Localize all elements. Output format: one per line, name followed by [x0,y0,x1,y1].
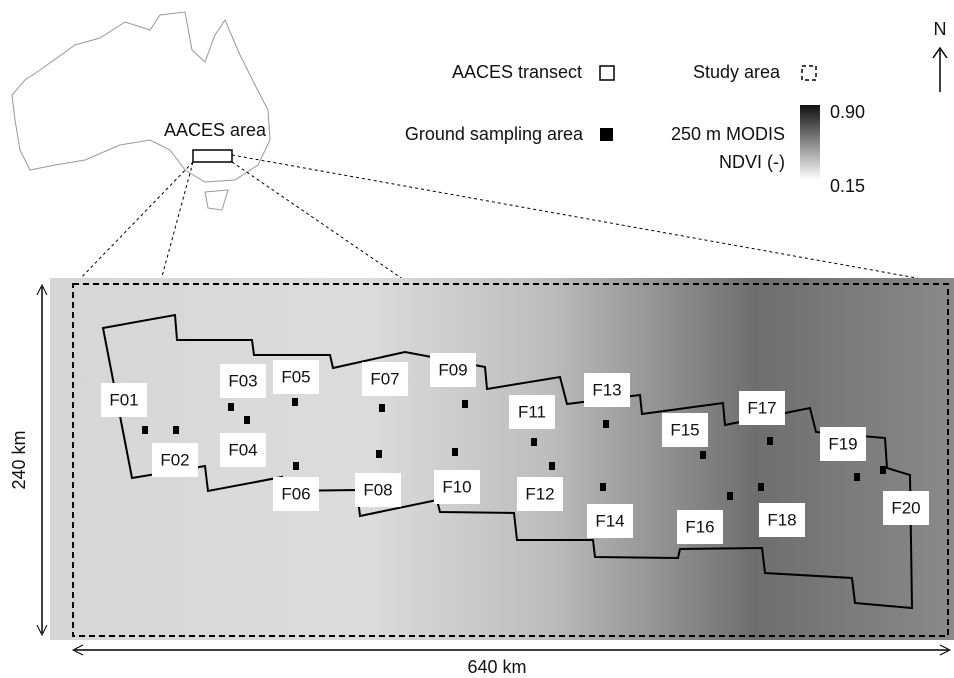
colorbar [800,105,820,180]
colorbar-max: 0.90 [830,102,865,122]
ground-sampling-site [758,483,764,491]
focus-area-label: F07 [370,369,399,388]
ground-sampling-site [549,462,555,470]
ground-sampling-site [603,420,609,428]
focus-area-label: F20 [891,498,920,517]
legend-ground-swatch [600,128,613,141]
scale-height-label: 240 km [9,430,29,489]
ground-sampling-site [376,450,382,458]
ground-sampling-site [531,438,537,446]
focus-area-label: F01 [109,390,138,409]
focus-area-label: F13 [592,380,621,399]
focus-area-label: F03 [228,371,257,390]
legend-transect-swatch [600,66,614,80]
ground-sampling-site [700,451,706,459]
focus-area-label: F06 [281,484,310,503]
figure: AACES area AACES transect Study area Gro… [0,0,954,678]
legend-transect: AACES transect [452,62,582,82]
legend-study-area-swatch [802,66,816,80]
scale-width-label: 640 km [467,657,526,677]
tasmania-outline [205,190,228,210]
inset-label: AACES area [164,120,267,140]
focus-area-label: F16 [685,517,714,536]
north-label: N [934,19,947,39]
focus-area-label: F18 [767,510,796,529]
colorbar-title: NDVI (-) [719,152,785,172]
ground-sampling-site [727,492,733,500]
focus-area-label: F12 [525,484,554,503]
focus-area-label: F19 [828,434,857,453]
legend-study-area: Study area [693,62,781,82]
ground-sampling-site [293,462,299,470]
focus-area-label: F11 [518,402,546,421]
ground-sampling-site [854,473,860,481]
focus-area-label: F08 [363,480,392,499]
focus-area-label: F14 [595,511,624,530]
ground-sampling-site [173,426,179,434]
ground-sampling-site [880,466,886,474]
ground-sampling-site [142,426,148,434]
ground-sampling-site [379,404,385,412]
ground-sampling-site [767,437,773,445]
focus-area-label: F02 [160,450,189,469]
ground-sampling-site [600,483,606,491]
ground-sampling-site [292,398,298,406]
focus-area-label: F17 [747,398,776,417]
focus-area-label: F05 [281,367,310,386]
ground-sampling-site [228,403,234,411]
legend-ground-sampling: Ground sampling area [405,124,584,144]
focus-area-label: F15 [670,420,699,439]
focus-area-label: F10 [442,477,471,496]
ground-sampling-site [244,416,250,424]
focus-area-label: F04 [228,440,257,459]
focus-area-label: F09 [438,360,467,379]
colorbar-min: 0.15 [830,176,865,196]
ground-sampling-site [462,400,468,408]
ground-sampling-site [452,448,458,456]
colorbar-title: 250 m MODIS [671,124,785,144]
